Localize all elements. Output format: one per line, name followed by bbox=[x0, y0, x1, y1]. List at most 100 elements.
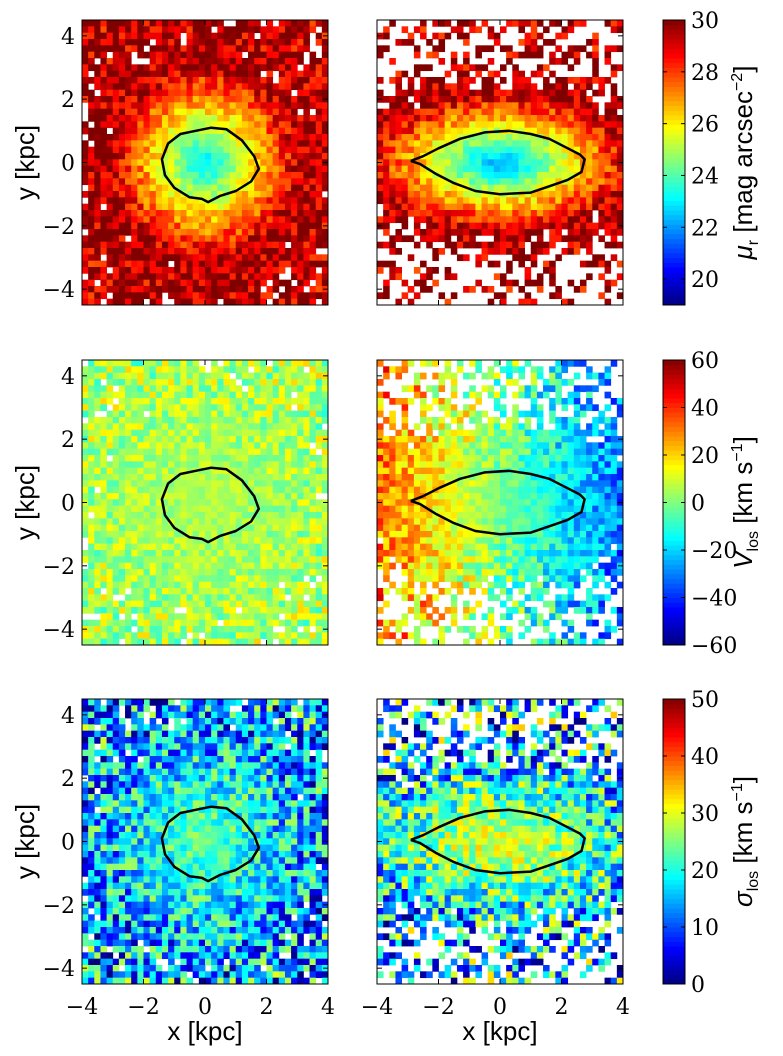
heatmap-cell bbox=[604, 366, 612, 374]
heatmap-cell bbox=[592, 121, 599, 129]
heatmap-cell bbox=[100, 543, 107, 551]
heatmap-cell bbox=[131, 210, 138, 217]
heatmap-cell bbox=[161, 20, 169, 27]
heatmap-cell bbox=[592, 89, 599, 97]
heatmap-cell bbox=[272, 588, 280, 595]
heatmap-cell bbox=[143, 379, 151, 386]
heatmap-cell bbox=[131, 153, 138, 160]
heatmap-cell bbox=[118, 404, 126, 412]
heatmap-cell bbox=[278, 480, 286, 488]
heatmap-cell bbox=[493, 241, 501, 249]
heatmap-cell bbox=[149, 626, 157, 633]
heatmap-cell bbox=[155, 159, 163, 167]
heatmap-cell bbox=[413, 178, 421, 186]
heatmap-cell bbox=[112, 267, 120, 274]
heatmap-cell bbox=[248, 279, 255, 287]
heatmap-cell bbox=[192, 26, 200, 34]
heatmap-cell bbox=[487, 121, 495, 129]
heatmap-cell bbox=[112, 556, 120, 564]
heatmap-cell bbox=[561, 366, 569, 374]
heatmap-cell bbox=[161, 455, 169, 462]
heatmap-cell bbox=[530, 248, 538, 255]
heatmap-cell bbox=[100, 455, 107, 462]
heatmap-cell bbox=[137, 391, 144, 399]
heatmap-panel-r1-c1 bbox=[377, 360, 624, 646]
heatmap-cell bbox=[543, 64, 550, 72]
heatmap-cell bbox=[260, 260, 267, 268]
heatmap-cell bbox=[272, 83, 280, 91]
heatmap-cell bbox=[315, 153, 323, 160]
heatmap-cell bbox=[536, 89, 544, 97]
heatmap-cell bbox=[254, 235, 261, 243]
heatmap-cell bbox=[469, 178, 476, 186]
heatmap-cell bbox=[266, 197, 274, 205]
heatmap-cell bbox=[278, 241, 286, 249]
heatmap-cell bbox=[549, 108, 556, 116]
heatmap-cell bbox=[118, 524, 126, 532]
heatmap-cell bbox=[321, 279, 329, 287]
heatmap-cell bbox=[186, 581, 194, 589]
heatmap-cell bbox=[377, 146, 384, 154]
heatmap-cell bbox=[106, 581, 114, 589]
heatmap-cell bbox=[291, 146, 298, 154]
heatmap-cell bbox=[94, 442, 101, 450]
heatmap-cell bbox=[186, 70, 194, 78]
heatmap-cell bbox=[223, 248, 230, 255]
heatmap-cell bbox=[524, 172, 532, 179]
heatmap-cell bbox=[278, 417, 286, 424]
heatmap-cell bbox=[168, 140, 175, 148]
heatmap-cell bbox=[248, 39, 255, 46]
heatmap-cell bbox=[88, 531, 95, 538]
heatmap-cell bbox=[168, 429, 175, 437]
heatmap-cell bbox=[413, 121, 421, 129]
heatmap-cell bbox=[82, 493, 89, 500]
heatmap-cell bbox=[555, 45, 562, 53]
heatmap-cell bbox=[192, 404, 200, 412]
heatmap-cell bbox=[284, 436, 292, 443]
heatmap-cell bbox=[88, 588, 95, 595]
heatmap-cell bbox=[217, 417, 224, 424]
heatmap-cell bbox=[155, 360, 163, 367]
heatmap-cell bbox=[291, 499, 298, 507]
heatmap-cell bbox=[217, 45, 224, 53]
heatmap-cell bbox=[106, 286, 114, 293]
heatmap-cell bbox=[223, 455, 230, 462]
heatmap-cell bbox=[389, 134, 396, 141]
heatmap-cell bbox=[94, 379, 101, 386]
heatmap-cell bbox=[254, 391, 261, 399]
heatmap-cell bbox=[278, 121, 286, 129]
heatmap-cell bbox=[235, 455, 243, 462]
heatmap-cell bbox=[426, 222, 433, 230]
heatmap-cell bbox=[192, 146, 200, 154]
heatmap-cell bbox=[174, 26, 181, 34]
heatmap-cell bbox=[118, 575, 126, 583]
heatmap-cell bbox=[407, 165, 415, 173]
heatmap-cell bbox=[303, 385, 310, 393]
heatmap-cell bbox=[278, 524, 286, 532]
heatmap-cell bbox=[278, 600, 286, 608]
heatmap-cell bbox=[168, 229, 175, 236]
heatmap-cell bbox=[155, 140, 163, 148]
heatmap-cell bbox=[254, 493, 261, 500]
heatmap-cell bbox=[211, 235, 218, 243]
colorbar-segment bbox=[663, 115, 685, 121]
heatmap-cell bbox=[235, 626, 243, 633]
heatmap-cell bbox=[506, 203, 513, 211]
heatmap-cell bbox=[549, 260, 556, 268]
heatmap-cell bbox=[118, 159, 126, 167]
heatmap-cell bbox=[401, 89, 409, 97]
heatmap-cell bbox=[112, 379, 120, 386]
heatmap-cell bbox=[315, 216, 323, 224]
heatmap-cell bbox=[592, 191, 599, 198]
heatmap-cell bbox=[481, 20, 489, 27]
heatmap-cell bbox=[223, 115, 230, 122]
heatmap-cell bbox=[549, 267, 556, 274]
heatmap-cell bbox=[131, 467, 138, 475]
heatmap-cell bbox=[174, 254, 181, 262]
heatmap-cell bbox=[211, 39, 218, 46]
heatmap-cell bbox=[456, 210, 464, 217]
heatmap-cell bbox=[272, 619, 280, 627]
heatmap-cell bbox=[321, 165, 329, 173]
heatmap-cell bbox=[518, 121, 525, 129]
heatmap-cell bbox=[469, 77, 476, 84]
